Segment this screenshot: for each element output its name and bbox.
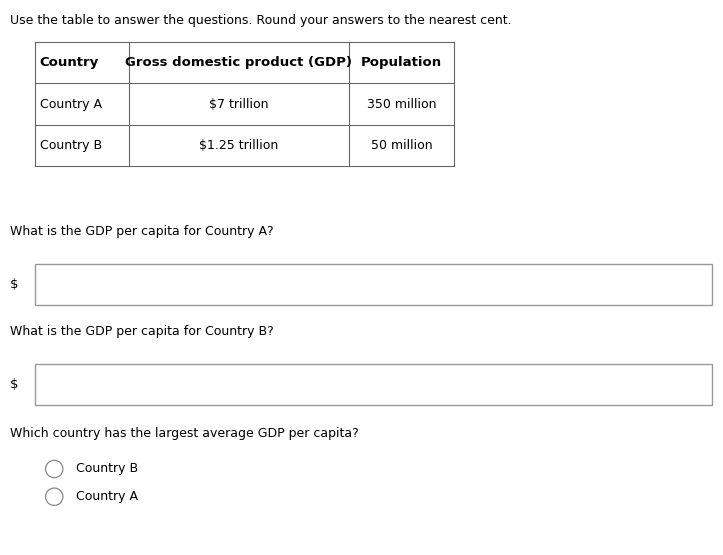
Text: Country A: Country A: [76, 490, 138, 503]
FancyBboxPatch shape: [35, 364, 712, 405]
Text: $1.25 trillion: $1.25 trillion: [200, 139, 278, 152]
Text: Country B: Country B: [76, 462, 138, 476]
Ellipse shape: [46, 488, 63, 506]
Text: $: $: [10, 278, 19, 291]
Text: Country: Country: [40, 56, 99, 69]
Text: Which country has the largest average GDP per capita?: Which country has the largest average GD…: [10, 427, 359, 440]
Text: $: $: [10, 378, 19, 391]
Ellipse shape: [46, 460, 63, 478]
Text: Gross domestic product (GDP): Gross domestic product (GDP): [126, 56, 352, 69]
Text: Country B: Country B: [40, 139, 102, 152]
Text: 350 million: 350 million: [367, 98, 437, 110]
Text: Use the table to answer the questions. Round your answers to the nearest cent.: Use the table to answer the questions. R…: [10, 14, 512, 27]
Text: Population: Population: [361, 56, 442, 69]
Text: 50 million: 50 million: [371, 139, 432, 152]
Text: $7 trillion: $7 trillion: [209, 98, 269, 110]
Text: Country A: Country A: [40, 98, 102, 110]
FancyBboxPatch shape: [35, 264, 712, 305]
Text: What is the GDP per capita for Country A?: What is the GDP per capita for Country A…: [10, 225, 274, 238]
Text: What is the GDP per capita for Country B?: What is the GDP per capita for Country B…: [10, 325, 274, 337]
